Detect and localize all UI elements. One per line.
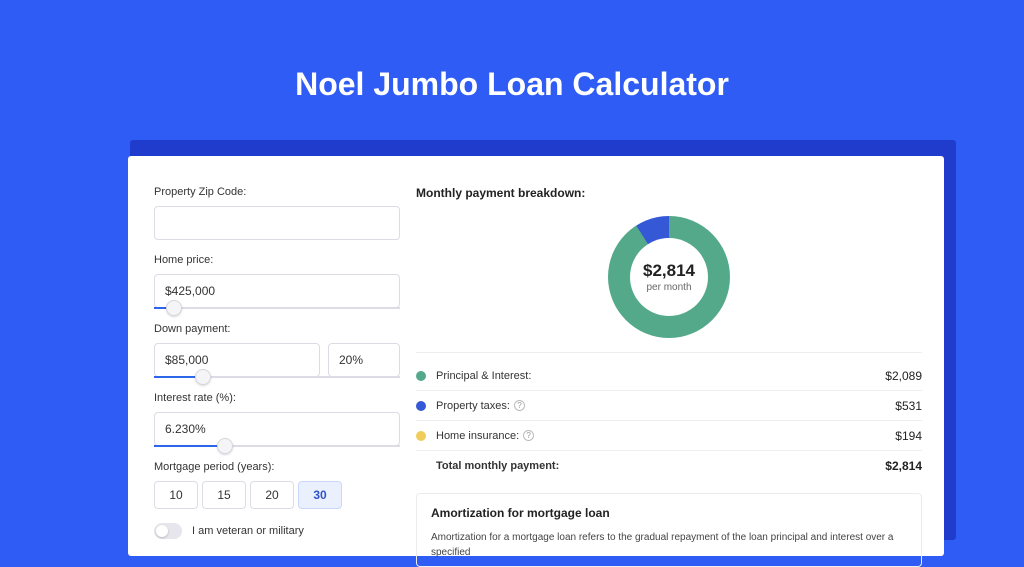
page-title: Noel Jumbo Loan Calculator (0, 0, 1024, 103)
down-payment-row (154, 343, 400, 377)
donut-value: $2,814 (643, 261, 695, 281)
period-option-15[interactable]: 15 (202, 481, 246, 509)
amortization-box: Amortization for mortgage loan Amortizat… (416, 493, 922, 567)
legend-dot (416, 431, 426, 441)
info-icon[interactable]: ? (514, 400, 525, 411)
zip-field: Property Zip Code: (154, 186, 400, 240)
interest-rate-field: Interest rate (%): (154, 392, 400, 447)
down-payment-slider-thumb[interactable] (195, 369, 211, 385)
breakdown-title: Monthly payment breakdown: (416, 186, 922, 200)
home-price-slider[interactable] (154, 307, 400, 309)
zip-input[interactable] (154, 206, 400, 240)
donut-wrap: $2,814 per month (416, 210, 922, 352)
interest-rate-slider-thumb[interactable] (217, 438, 233, 454)
mortgage-period-options: 10152030 (154, 481, 400, 509)
donut-center: $2,814 per month (630, 238, 708, 316)
veteran-toggle[interactable] (154, 523, 182, 539)
calculator-panel: Property Zip Code: Home price: Down paym… (128, 156, 944, 556)
down-payment-slider[interactable] (154, 376, 400, 378)
legend-value: $531 (895, 399, 922, 413)
legend-total-label: Total monthly payment: (436, 460, 885, 472)
legend-value: $2,089 (885, 369, 922, 383)
legend-row: Property taxes:?$531 (416, 391, 922, 421)
donut-sub: per month (646, 282, 691, 293)
period-option-10[interactable]: 10 (154, 481, 198, 509)
down-payment-amount-input[interactable] (154, 343, 320, 377)
legend-dot (416, 401, 426, 411)
amortization-title: Amortization for mortgage loan (431, 506, 907, 520)
down-payment-pct-input[interactable] (328, 343, 400, 377)
interest-rate-input[interactable] (154, 412, 400, 446)
info-icon[interactable]: ? (523, 430, 534, 441)
veteran-label: I am veteran or military (192, 525, 304, 537)
legend-row: Home insurance:?$194 (416, 421, 922, 451)
legend-total-value: $2,814 (885, 459, 922, 473)
home-price-slider-thumb[interactable] (166, 300, 182, 316)
interest-rate-slider-fill (154, 445, 225, 447)
legend-value: $194 (895, 429, 922, 443)
interest-rate-label: Interest rate (%): (154, 392, 400, 404)
legend-label: Home insurance:? (436, 430, 895, 442)
home-price-input[interactable] (154, 274, 400, 308)
veteran-toggle-thumb (156, 525, 168, 537)
divider (416, 352, 922, 353)
breakdown-column: Monthly payment breakdown: $2,814 per mo… (416, 186, 922, 556)
zip-label: Property Zip Code: (154, 186, 400, 198)
veteran-row: I am veteran or military (154, 523, 400, 539)
home-price-label: Home price: (154, 254, 400, 266)
inputs-column: Property Zip Code: Home price: Down paym… (154, 186, 400, 556)
legend-total-row: Total monthly payment:$2,814 (416, 451, 922, 481)
legend-row: Principal & Interest:$2,089 (416, 361, 922, 391)
home-price-field: Home price: (154, 254, 400, 309)
legend-label: Property taxes:? (436, 400, 895, 412)
down-payment-label: Down payment: (154, 323, 400, 335)
down-payment-field: Down payment: (154, 323, 400, 378)
period-option-30[interactable]: 30 (298, 481, 342, 509)
legend: Principal & Interest:$2,089Property taxe… (416, 361, 922, 481)
legend-dot (416, 371, 426, 381)
legend-label: Principal & Interest: (436, 370, 885, 382)
mortgage-period-field: Mortgage period (years): 10152030 (154, 461, 400, 509)
interest-rate-slider[interactable] (154, 445, 400, 447)
donut-chart: $2,814 per month (608, 216, 730, 338)
period-option-20[interactable]: 20 (250, 481, 294, 509)
amortization-text: Amortization for a mortgage loan refers … (431, 530, 907, 560)
mortgage-period-label: Mortgage period (years): (154, 461, 400, 473)
